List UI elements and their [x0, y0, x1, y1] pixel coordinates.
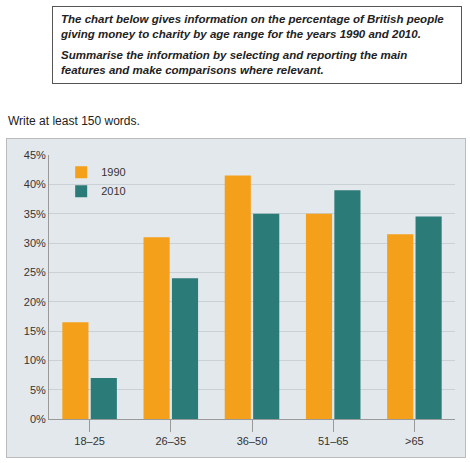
svg-text:10%: 10% — [24, 354, 46, 366]
html-text:Summarise the information by s: Summarise the information by selecting a… — [61, 48, 408, 76]
svg-text:5%: 5% — [30, 384, 46, 396]
svg-text:2010: 2010 — [101, 185, 125, 197]
html-text:The chart below gives informat: The chart below gives information on the… — [61, 13, 444, 40]
svg-text:26–35: 26–35 — [156, 435, 187, 447]
svg-text:18–25: 18–25 — [74, 435, 105, 447]
svg-text:40%: 40% — [24, 178, 46, 190]
svg-text:51–65: 51–65 — [318, 435, 349, 447]
svg-text:15%: 15% — [24, 325, 46, 337]
svg-text:45%: 45% — [24, 149, 46, 161]
svg-text:35%: 35% — [24, 208, 46, 220]
svg-text:>65: >65 — [405, 435, 424, 447]
svg-text:1990: 1990 — [101, 166, 125, 178]
svg-text:20%: 20% — [24, 296, 46, 308]
svg-text:30%: 30% — [24, 237, 46, 249]
html-text:Write at least 150 words.: Write at least 150 words. — [8, 114, 140, 128]
svg-text:36–50: 36–50 — [237, 435, 268, 447]
svg-text:25%: 25% — [24, 266, 46, 278]
svg-text:0%: 0% — [30, 413, 46, 425]
